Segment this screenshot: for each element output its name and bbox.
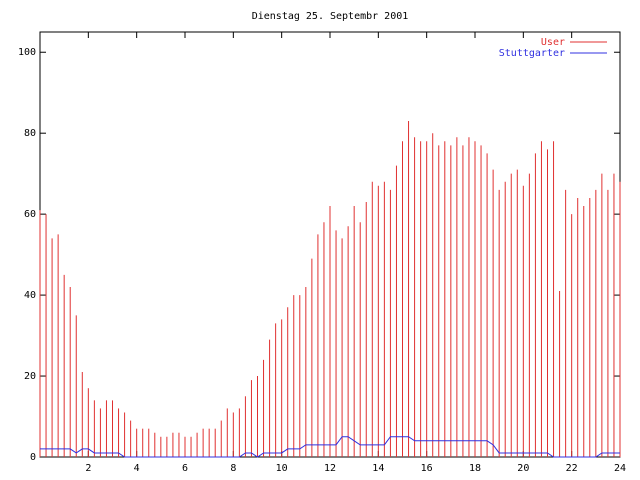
- legend-label: Stuttgarter: [499, 48, 565, 59]
- x-tick-label: 8: [230, 463, 236, 474]
- y-tick-label: 80: [24, 128, 36, 139]
- chart-title: Dienstag 25. Septembr 2001: [252, 11, 409, 22]
- x-tick-label: 12: [324, 463, 336, 474]
- x-tick-label: 20: [517, 463, 529, 474]
- legend-label: User: [541, 37, 565, 48]
- x-tick-label: 16: [421, 463, 433, 474]
- series-line: [40, 436, 620, 458]
- x-tick-label: 4: [134, 463, 140, 474]
- y-tick-label: 100: [18, 47, 36, 58]
- x-tick-label: 22: [566, 463, 578, 474]
- y-tick-label: 20: [24, 371, 36, 382]
- x-tick-label: 2: [85, 463, 91, 474]
- x-tick-label: 10: [276, 463, 288, 474]
- y-tick-label: 40: [24, 290, 36, 301]
- x-tick-label: 6: [182, 463, 188, 474]
- y-tick-label: 0: [30, 452, 36, 463]
- x-tick-label: 14: [372, 463, 384, 474]
- x-tick-label: 24: [614, 463, 626, 474]
- y-tick-label: 60: [24, 209, 36, 220]
- x-tick-label: 18: [469, 463, 481, 474]
